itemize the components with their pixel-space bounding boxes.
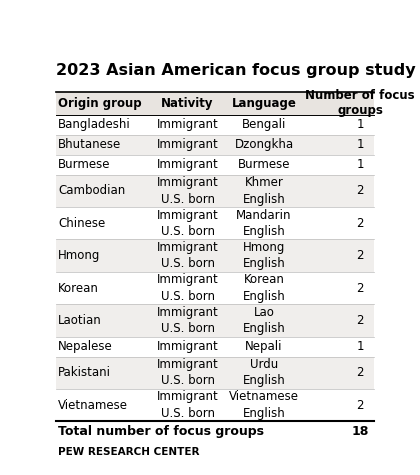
Bar [56, 207, 374, 239]
Text: Vietnamese: Vietnamese [58, 399, 128, 411]
Text: 2: 2 [356, 282, 364, 294]
Text: Burmese: Burmese [238, 158, 290, 171]
Text: Lao: Lao [254, 306, 275, 319]
Text: Mandarin: Mandarin [236, 209, 292, 222]
Text: Korean: Korean [244, 274, 284, 286]
Bar [56, 92, 374, 115]
Bar [56, 175, 374, 207]
Text: Immigrant: Immigrant [157, 158, 218, 171]
Text: English: English [243, 407, 286, 419]
Text: Cambodian: Cambodian [58, 184, 125, 198]
Text: Burmese: Burmese [58, 158, 110, 171]
Text: 1: 1 [356, 340, 364, 353]
Text: U.S. born: U.S. born [160, 225, 215, 238]
Bar [56, 336, 374, 357]
Text: 2: 2 [356, 399, 364, 411]
Text: Chinese: Chinese [58, 217, 105, 230]
Bar [56, 304, 374, 336]
Text: Korean: Korean [58, 282, 99, 294]
Text: Immigrant: Immigrant [157, 241, 218, 254]
Text: Nativity: Nativity [161, 97, 214, 110]
Text: Immigrant: Immigrant [157, 358, 218, 371]
Bar [56, 357, 374, 389]
Text: U.S. born: U.S. born [160, 192, 215, 206]
Text: Number of focus
groups: Number of focus groups [305, 89, 415, 117]
Bar [56, 389, 374, 421]
Text: U.S. born: U.S. born [160, 374, 215, 387]
Text: Pakistani: Pakistani [58, 366, 111, 379]
Text: English: English [243, 290, 286, 303]
Text: English: English [243, 257, 286, 270]
Text: 2: 2 [356, 217, 364, 230]
Text: 1: 1 [356, 138, 364, 151]
Text: Language: Language [232, 97, 297, 110]
Text: Bengali: Bengali [242, 118, 286, 131]
Text: Bhutanese: Bhutanese [58, 138, 121, 151]
Text: Hmong: Hmong [58, 249, 100, 262]
Text: PEW RESEARCH CENTER: PEW RESEARCH CENTER [58, 447, 200, 457]
Bar [56, 155, 374, 175]
Text: English: English [243, 322, 286, 335]
Text: English: English [243, 225, 286, 238]
Text: Immigrant: Immigrant [157, 138, 218, 151]
Text: 18: 18 [352, 426, 369, 438]
Text: 2: 2 [356, 249, 364, 262]
Text: Immigrant: Immigrant [157, 176, 218, 190]
Text: Total number of focus groups: Total number of focus groups [58, 426, 264, 438]
Text: U.S. born: U.S. born [160, 290, 215, 303]
Text: U.S. born: U.S. born [160, 322, 215, 335]
Text: 2: 2 [356, 314, 364, 327]
Text: 2: 2 [356, 184, 364, 198]
Text: Immigrant: Immigrant [157, 274, 218, 286]
Bar [56, 135, 374, 155]
Text: Laotian: Laotian [58, 314, 102, 327]
Bar [56, 115, 374, 135]
Text: 1: 1 [356, 158, 364, 171]
Text: Hmong: Hmong [243, 241, 285, 254]
Text: 2023 Asian American focus group study composition: 2023 Asian American focus group study co… [56, 63, 420, 78]
Text: Immigrant: Immigrant [157, 306, 218, 319]
Text: Immigrant: Immigrant [157, 118, 218, 131]
Text: 2: 2 [356, 366, 364, 379]
Text: Immigrant: Immigrant [157, 340, 218, 353]
Text: Origin group: Origin group [58, 97, 142, 110]
Text: Immigrant: Immigrant [157, 390, 218, 403]
Bar [56, 239, 374, 272]
Text: U.S. born: U.S. born [160, 407, 215, 419]
Bar [56, 272, 374, 304]
Text: Dzongkha: Dzongkha [234, 138, 294, 151]
Text: Nepali: Nepali [245, 340, 283, 353]
Text: Urdu: Urdu [250, 358, 278, 371]
Text: Khmer: Khmer [244, 176, 284, 190]
Text: English: English [243, 374, 286, 387]
Text: Vietnamese: Vietnamese [229, 390, 299, 403]
Text: Immigrant: Immigrant [157, 209, 218, 222]
Text: Bangladeshi: Bangladeshi [58, 118, 131, 131]
Text: 1: 1 [356, 118, 364, 131]
Text: English: English [243, 192, 286, 206]
Text: Nepalese: Nepalese [58, 340, 113, 353]
Text: U.S. born: U.S. born [160, 257, 215, 270]
